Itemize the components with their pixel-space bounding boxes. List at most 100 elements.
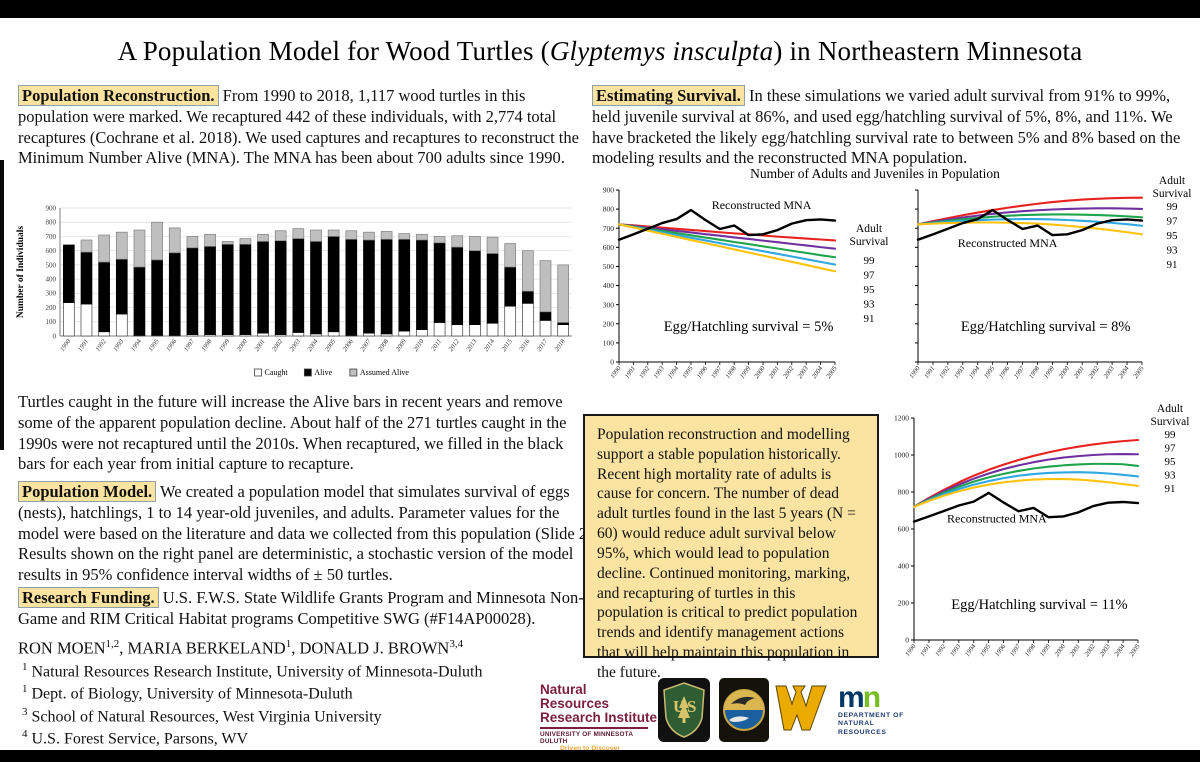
svg-text:2000: 2000	[1054, 643, 1068, 658]
mn-dnr-logo: mn DEPARTMENT OF NATURAL RESOURCES	[838, 683, 918, 737]
svg-text:2000: 2000	[236, 338, 250, 353]
svg-text:500: 500	[46, 261, 57, 269]
svg-text:97: 97	[864, 270, 876, 282]
svg-text:2017: 2017	[536, 338, 550, 353]
svg-text:2005: 2005	[825, 365, 839, 380]
svg-text:1998: 1998	[725, 365, 739, 380]
svg-text:1990: 1990	[908, 365, 922, 380]
svg-text:1994: 1994	[667, 365, 681, 380]
svg-text:2002: 2002	[1084, 643, 1098, 658]
author-name: RON MOEN	[18, 638, 106, 658]
svg-text:1993: 1993	[112, 338, 126, 353]
section-estimating-survival: Estimating Survival. In these simulation…	[592, 85, 1196, 169]
svg-text:1991: 1991	[919, 643, 932, 658]
svg-text:200: 200	[603, 319, 615, 328]
svg-text:2015: 2015	[501, 338, 515, 353]
nrri-logo-tagline: Driven to Discover	[559, 745, 621, 753]
svg-text:Adult: Adult	[1159, 176, 1186, 187]
affiliation-text: Natural Resources Research Institute, Un…	[27, 663, 483, 681]
svg-text:2010: 2010	[412, 338, 426, 353]
svg-text:1999: 1999	[739, 365, 753, 380]
svg-text:97: 97	[1165, 443, 1177, 455]
svg-text:1995: 1995	[681, 365, 695, 380]
affiliation-item: 1 Dept. of Biology, University of Minnes…	[22, 682, 582, 704]
svg-text:Reconstructed MNA: Reconstructed MNA	[958, 236, 1058, 250]
svg-text:800: 800	[46, 219, 57, 227]
svg-text:Survival: Survival	[1153, 188, 1192, 200]
author-name: , MARIA BERKELAND	[119, 638, 286, 658]
svg-text:700: 700	[46, 233, 57, 241]
svg-text:Alive: Alive	[314, 368, 332, 377]
svg-text:1991: 1991	[923, 365, 936, 380]
mn-dnr-text: DEPARTMENT OF NATURAL RESOURCES	[838, 712, 918, 737]
svg-text:1994: 1994	[130, 338, 144, 353]
svg-text:2005: 2005	[324, 338, 338, 353]
nrri-logo-rule	[540, 727, 648, 730]
svg-text:1994: 1994	[968, 365, 982, 380]
svg-text:200: 200	[46, 304, 57, 312]
svg-text:2000: 2000	[753, 365, 767, 380]
svg-text:1997: 1997	[1013, 365, 1027, 380]
svg-text:500: 500	[603, 262, 615, 271]
svg-text:1994: 1994	[964, 643, 978, 658]
svg-text:Number of Individuals: Number of Individuals	[16, 226, 26, 319]
svg-text:600: 600	[898, 525, 910, 534]
svg-text:400: 400	[898, 562, 910, 571]
title-species-italic: Glyptemys insculpta	[549, 36, 774, 66]
affiliation-item: 4 U.S. Forest Service, Parsons, WV	[22, 727, 582, 749]
svg-text:2001: 2001	[768, 365, 781, 380]
svg-text:2004: 2004	[1113, 643, 1127, 658]
section-research-funding: Research Funding. U.S. F.W.S. State Wild…	[18, 587, 598, 630]
svg-text:1996: 1996	[165, 338, 179, 353]
svg-text:Assumed Alive: Assumed Alive	[360, 368, 410, 377]
us-fish-wildlife-logo	[719, 678, 769, 747]
svg-text:900: 900	[46, 204, 57, 212]
chart-8-svg: 1990 1991 1992 1993 1994 1995 1996 1997 1998 1999…	[908, 175, 1192, 380]
svg-text:1995: 1995	[147, 338, 161, 353]
svg-text:2004: 2004	[811, 365, 825, 380]
svg-text:95: 95	[864, 284, 876, 296]
svg-text:1993: 1993	[653, 365, 667, 380]
line-chart-egg-survival-8pct: 1990 1991 1992 1993 1994 1995 1996 1997 1998 1999…	[906, 175, 1200, 408]
mn-dnr-line2: NATURAL RESOURCES	[838, 720, 887, 736]
affiliation-text: Dept. of Biology, University of Minnesot…	[27, 685, 353, 703]
svg-text:800: 800	[603, 205, 615, 214]
svg-text:2001: 2001	[253, 338, 266, 353]
svg-text:91: 91	[864, 313, 875, 325]
svg-text:Adult: Adult	[856, 223, 883, 235]
mn-dnr-line1: DEPARTMENT OF	[838, 712, 904, 719]
svg-text:99: 99	[1165, 429, 1177, 441]
wvu-flying-wv-icon	[775, 685, 827, 731]
svg-text:1998: 1998	[200, 338, 214, 353]
svg-text:2008: 2008	[377, 338, 391, 353]
svg-text:0: 0	[53, 332, 57, 340]
author-name: , DONALD J. BROWN	[291, 638, 450, 658]
svg-text:Egg/Hatchling survival = 5%: Egg/Hatchling survival = 5%	[664, 319, 834, 335]
svg-text:1995: 1995	[983, 365, 997, 380]
svg-text:1990: 1990	[609, 365, 623, 380]
svg-text:1990: 1990	[904, 643, 918, 658]
svg-text:1997: 1997	[183, 338, 197, 353]
svg-text:2006: 2006	[342, 338, 356, 353]
svg-text:Reconstructed MNA: Reconstructed MNA	[947, 511, 1047, 525]
svg-text:2014: 2014	[483, 338, 497, 353]
svg-text:2011: 2011	[430, 338, 443, 352]
svg-text:1998: 1998	[1028, 365, 1042, 380]
svg-text:91: 91	[1167, 259, 1178, 271]
title-post: ) in Northeastern Minnesota	[773, 36, 1083, 66]
svg-text:1993: 1993	[949, 643, 963, 658]
section-body-estimating-survival: In these simulations we varied adult sur…	[592, 86, 1181, 168]
svg-text:1992: 1992	[934, 643, 948, 658]
svg-text:99: 99	[864, 255, 876, 267]
forest-service-shield-icon: U S	[658, 678, 710, 742]
authors-line: RON MOEN1,2, MARIA BERKELAND1, DONALD J.…	[18, 638, 584, 659]
mn-dnr-mark-n: n	[862, 681, 881, 714]
svg-text:93: 93	[1165, 470, 1177, 482]
author-superscript: 1	[285, 638, 292, 650]
svg-text:2003: 2003	[1098, 643, 1112, 658]
svg-text:2001: 2001	[1073, 365, 1086, 380]
section-body-population-model: We created a population model that simul…	[18, 482, 597, 585]
fish-wildlife-emblem-icon	[719, 678, 769, 742]
svg-text:2004: 2004	[306, 338, 320, 353]
